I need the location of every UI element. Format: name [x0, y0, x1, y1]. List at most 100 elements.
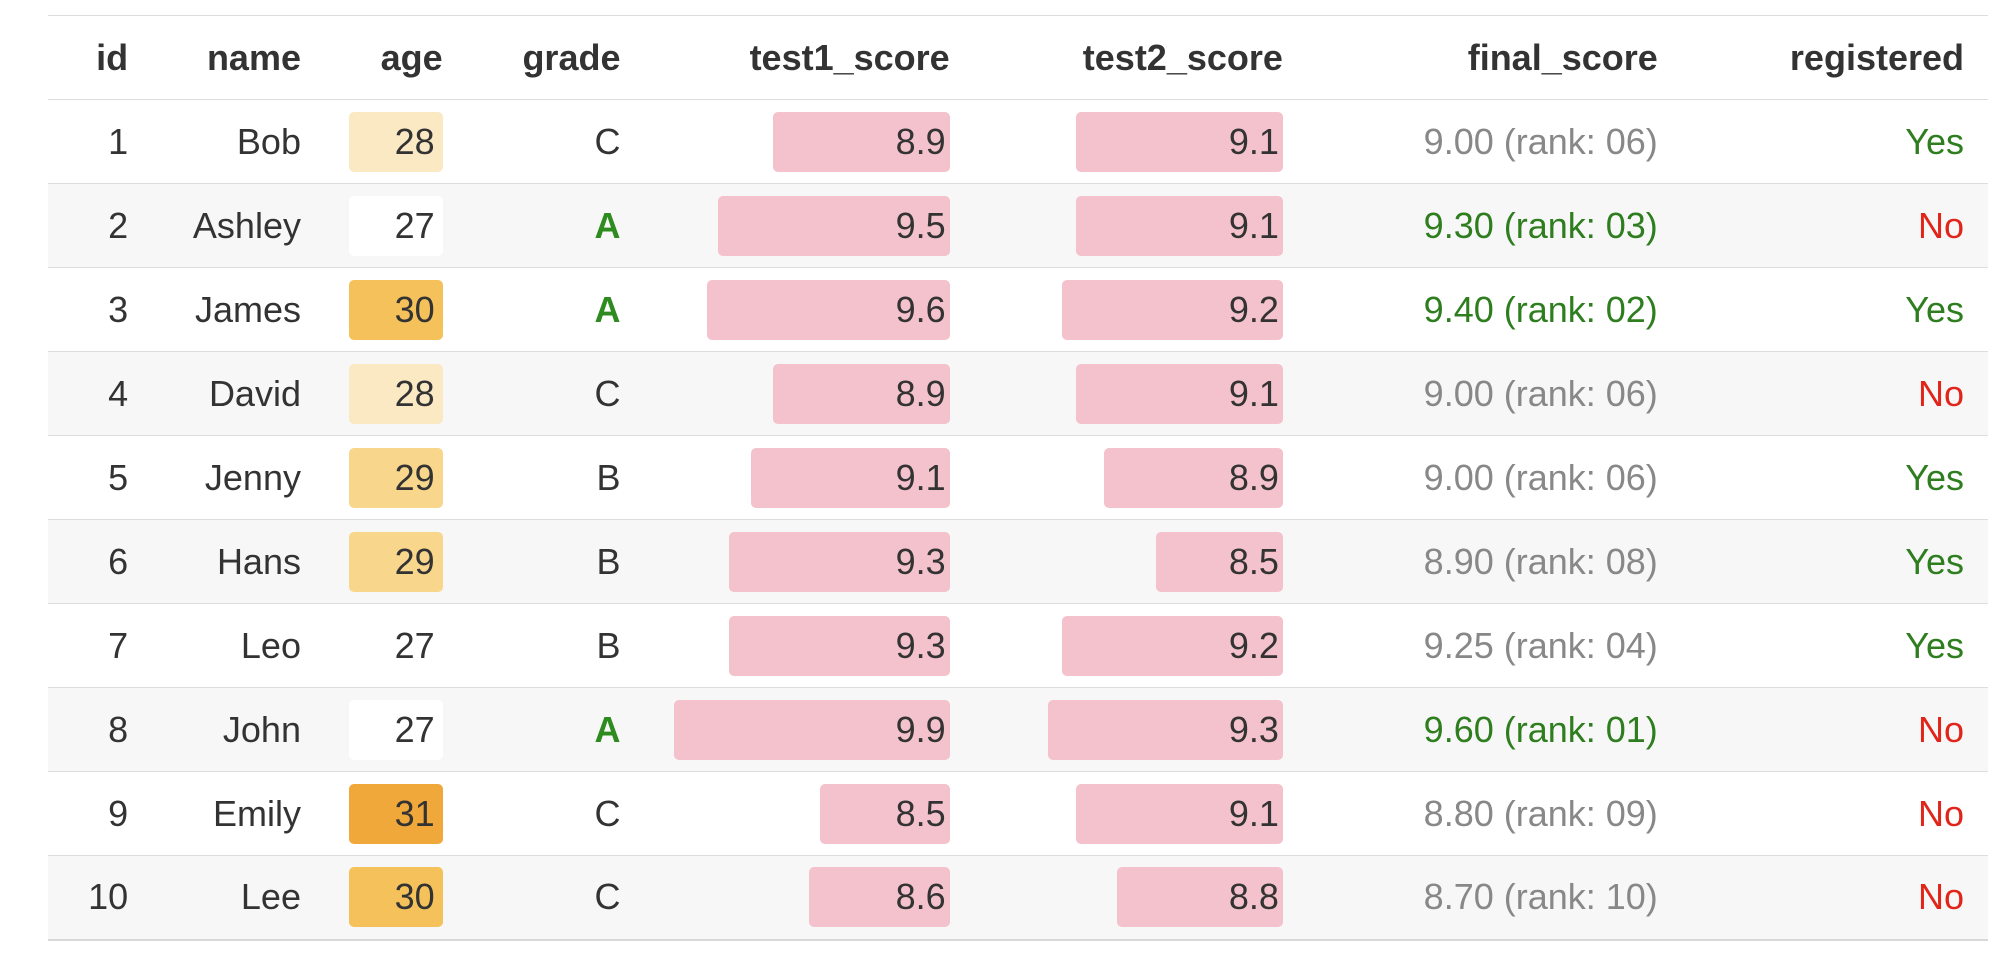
cell-final-score: 9.40 (rank: 02)	[1307, 268, 1682, 352]
cell-test1-score: 9.6	[640, 268, 973, 352]
cell-grade: C	[443, 772, 641, 856]
age-chip: 27	[348, 699, 443, 760]
age-chip: 29	[348, 447, 443, 508]
id-value: 8	[108, 708, 129, 750]
cell-test2-score: 9.1	[974, 352, 1307, 436]
cell-age: 29	[325, 520, 443, 604]
test1-score-bar: 9.6	[706, 279, 950, 340]
header-test1-score[interactable]: test1_score	[749, 36, 950, 78]
test1-score-bar: 9.1	[750, 447, 950, 508]
cell-name: Bob	[152, 100, 325, 184]
table-row: 10 Lee 30 C 8.6 8.8 8.70 (rank: 10) No	[48, 855, 1988, 940]
test2-score-bar: 9.2	[1061, 615, 1283, 676]
cell-final-score: 8.70 (rank: 10)	[1307, 856, 1682, 940]
student-scores-table: id name age grade test1_score test2_scor…	[48, 15, 1988, 941]
cell-registered: No	[1682, 688, 1988, 772]
name-value: Leo	[240, 624, 301, 666]
cell-age: 28	[325, 352, 443, 436]
cell-registered: No	[1682, 772, 1988, 856]
table-row: 5 Jenny 29 B 9.1 8.9 9.00 (rank: 06) Yes	[48, 436, 1988, 520]
age-chip: 27	[394, 624, 435, 666]
header-registered[interactable]: registered	[1789, 36, 1964, 78]
cell-registered: Yes	[1682, 520, 1988, 604]
test1-score-bar: 9.9	[673, 699, 950, 760]
cell-id: 9	[48, 772, 152, 856]
header-name[interactable]: name	[206, 36, 301, 78]
cell-registered: No	[1682, 856, 1988, 940]
header-final-score[interactable]: final_score	[1467, 36, 1658, 78]
test1-score-bar: 8.6	[808, 867, 950, 928]
data-table-container: id name age grade test1_score test2_scor…	[48, 15, 1988, 941]
cell-final-score: 9.60 (rank: 01)	[1307, 688, 1682, 772]
id-value: 9	[108, 792, 129, 834]
table-row: 9 Emily 31 C 8.5 9.1 8.80 (rank: 09) No	[48, 772, 1988, 856]
cell-grade: A	[443, 184, 641, 268]
test1-score-bar: 8.9	[772, 363, 950, 424]
cell-name: Leo	[152, 604, 325, 688]
test1-score-bar: 9.3	[728, 531, 950, 592]
final-score-value: 9.30 (rank: 03)	[1423, 204, 1658, 246]
id-value: 5	[108, 456, 129, 498]
name-value: Jenny	[204, 456, 301, 498]
final-score-value: 9.00 (rank: 06)	[1423, 456, 1658, 498]
test2-score-bar: 8.5	[1155, 531, 1283, 592]
header-id[interactable]: id	[96, 36, 129, 78]
test1-score-bar: 9.5	[717, 195, 950, 256]
age-chip: 31	[348, 783, 443, 844]
final-score-value: 9.00 (rank: 06)	[1423, 120, 1658, 162]
cell-name: James	[152, 268, 325, 352]
cell-name: Hans	[152, 520, 325, 604]
cell-test2-score: 9.1	[974, 184, 1307, 268]
grade-value: C	[594, 372, 621, 414]
registered-value: Yes	[1905, 288, 1964, 330]
cell-final-score: 9.30 (rank: 03)	[1307, 184, 1682, 268]
age-chip: 30	[348, 867, 443, 928]
id-value: 7	[108, 624, 129, 666]
table-row: 1 Bob 28 C 8.9 9.1 9.00 (rank: 06) Yes	[48, 100, 1988, 184]
grade-value: A	[594, 708, 621, 750]
cell-grade: B	[443, 436, 641, 520]
cell-registered: No	[1682, 184, 1988, 268]
name-value: Emily	[212, 792, 301, 834]
cell-age: 30	[325, 268, 443, 352]
id-value: 4	[108, 372, 129, 414]
cell-name: David	[152, 352, 325, 436]
cell-age: 27	[325, 688, 443, 772]
test2-score-bar: 8.8	[1116, 867, 1283, 928]
header-test2-score[interactable]: test2_score	[1082, 36, 1283, 78]
table-row: 6 Hans 29 B 9.3 8.5 8.90 (rank: 08) Yes	[48, 519, 1988, 604]
cell-age: 27	[325, 184, 443, 268]
cell-test2-score: 9.1	[974, 100, 1307, 184]
cell-registered: Yes	[1682, 268, 1988, 352]
name-value: Lee	[240, 876, 301, 918]
final-score-value: 9.40 (rank: 02)	[1423, 288, 1658, 330]
cell-final-score: 9.00 (rank: 06)	[1307, 100, 1682, 184]
cell-id: 10	[48, 856, 152, 940]
cell-final-score: 8.90 (rank: 08)	[1307, 520, 1682, 604]
cell-final-score: 9.00 (rank: 06)	[1307, 436, 1682, 520]
test2-score-bar: 9.3	[1047, 699, 1283, 760]
header-grade[interactable]: grade	[522, 36, 621, 78]
table-body: 1 Bob 28 C 8.9 9.1 9.00 (rank: 06) Yes 2 Ashley 27…	[48, 100, 1988, 940]
cell-test2-score: 8.5	[974, 520, 1307, 604]
grade-value: C	[594, 876, 621, 918]
cell-id: 2	[48, 184, 152, 268]
id-value: 10	[88, 876, 129, 918]
final-score-value: 9.60 (rank: 01)	[1423, 708, 1658, 750]
cell-age: 27	[325, 604, 443, 688]
cell-id: 4	[48, 352, 152, 436]
name-value: David	[208, 372, 301, 414]
header-age[interactable]: age	[380, 36, 443, 78]
registered-value: No	[1917, 204, 1964, 246]
cell-id: 7	[48, 604, 152, 688]
final-score-value: 9.00 (rank: 06)	[1423, 372, 1658, 414]
cell-test1-score: 8.6	[640, 856, 973, 940]
name-value: Ashley	[192, 204, 301, 246]
table-row: 4 David 28 C 8.9 9.1 9.00 (rank: 06) No	[48, 351, 1988, 436]
table-row: 2 Ashley 27 A 9.5 9.1 9.30 (rank: 03) No	[48, 183, 1988, 268]
cell-id: 6	[48, 520, 152, 604]
test1-score-bar: 8.9	[772, 111, 950, 172]
cell-name: Ashley	[152, 184, 325, 268]
registered-value: No	[1917, 708, 1964, 750]
age-chip: 28	[348, 111, 443, 172]
